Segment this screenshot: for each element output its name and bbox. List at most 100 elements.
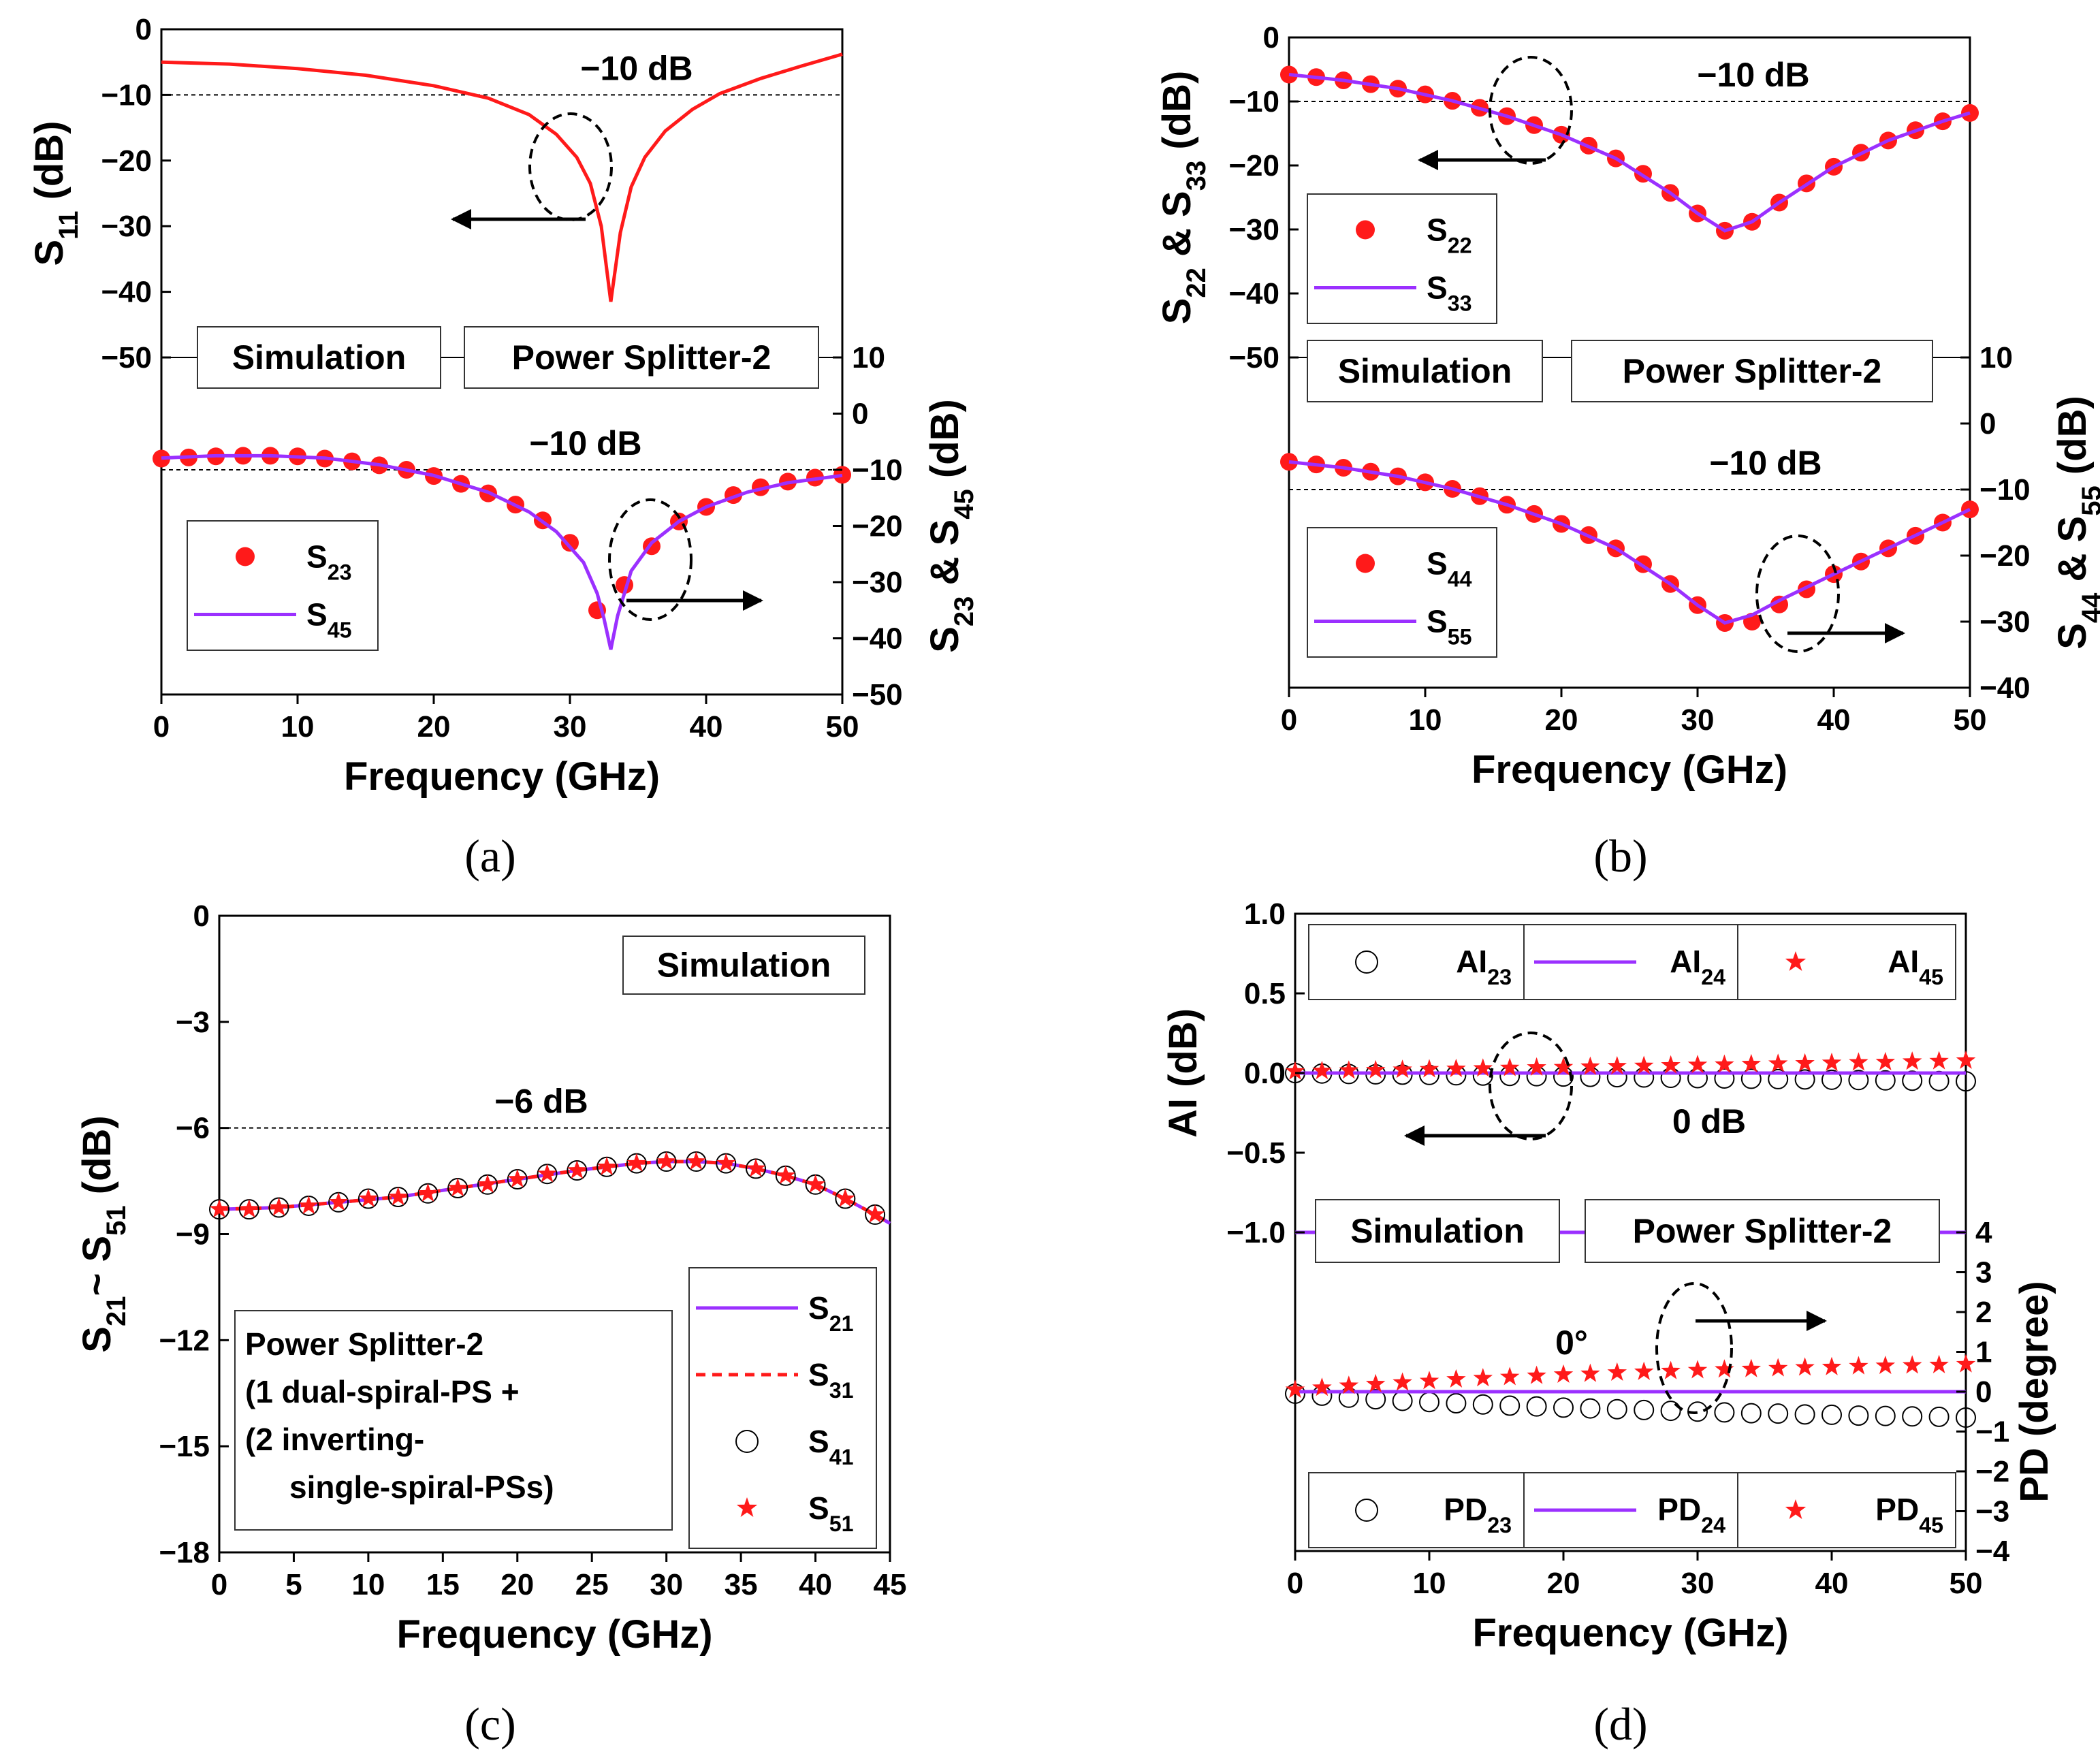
panel-c-x-axis-title: Frequency (GHz): [396, 1612, 712, 1657]
panel-b-top-legend-label: S33: [1427, 270, 1472, 316]
panel-d-top-ai45-point: [1929, 1051, 1949, 1070]
panel-c-x-tick-label: 0: [211, 1568, 227, 1601]
label-main: AI: [1670, 944, 1701, 979]
label-subscript: 44: [1448, 567, 1472, 592]
panel-d-bottom-pd45-point: [1419, 1371, 1439, 1390]
panel-b-bottom-legend-box: [1307, 527, 1497, 658]
panel-d-bottom-pd45-point: [1821, 1356, 1842, 1375]
panel-d-dashed-ellipse: [1489, 1032, 1573, 1140]
panel-b-x-axis-title: Frequency (GHz): [1471, 748, 1787, 792]
label-subscript: 31: [829, 1378, 854, 1403]
panel-b-top-y-tick-label: 0: [1263, 21, 1279, 54]
panel-d-label-power-splitter-text: Power Splitter-2: [1633, 1212, 1892, 1250]
panel-a-x-tick-label: 20: [417, 710, 451, 744]
label-subscript: 24: [1701, 965, 1725, 989]
panel-b-label-power-splitter-text: Power Splitter-2: [1623, 352, 1882, 390]
panel-d-legend-box: [1737, 1472, 1956, 1548]
panel-b-top-legend-box: [1307, 193, 1497, 324]
axis-title-subscript: 11: [54, 211, 84, 240]
panel-b-dashed-ellipse: [1755, 534, 1840, 653]
panel-b-x-tick-label: 0: [1281, 703, 1297, 737]
axis-title-part: S: [2050, 623, 2095, 650]
panel-b-top-ref-label: −10 dB: [1697, 56, 1809, 94]
panel-c-legend-label: S41: [808, 1424, 854, 1469]
panel-d-bottom-pd45-point: [1446, 1369, 1466, 1388]
panel-d-bottom-y-tick-label: −1: [1975, 1416, 2009, 1449]
panel-a-top-y-tick-label: −30: [101, 210, 152, 243]
panel-d-top-y-tick-label: 0.0: [1244, 1057, 1286, 1090]
axis-title-subscript: 23: [949, 596, 979, 627]
panel-a-x-tick-label: 50: [826, 710, 859, 744]
panel-a-bottom-legend-box: [187, 520, 379, 651]
axis-title-part: S: [75, 1326, 119, 1353]
panel-d-bottom-pd45-point: [1499, 1367, 1520, 1386]
panel-b-x-tick-label: 20: [1545, 703, 1578, 737]
label-subscript: 24: [1701, 1513, 1725, 1537]
panel-d-legend-label: PD23: [1444, 1492, 1512, 1537]
axis-title-part: S: [2050, 516, 2095, 543]
panel-b-top-y-tick-label: −20: [1228, 149, 1279, 182]
panel-d-bottom-pd23-point: [1499, 1395, 1521, 1416]
panel-c-x-tick-label: 40: [799, 1568, 832, 1601]
label-main: S: [808, 1424, 829, 1459]
label-subscript: 51: [829, 1512, 854, 1536]
panel-c-y-tick-label: −6: [176, 1112, 210, 1145]
axis-title-part: &: [2050, 542, 2095, 592]
panel-b-bottom-legend-label: S44: [1427, 546, 1472, 592]
panel-d-legend-circle: [1355, 1499, 1378, 1522]
panel-d-top-ai23-point: [1660, 1068, 1681, 1089]
panel-a-x-axis-title: Frequency (GHz): [344, 754, 660, 799]
axis-title-subscript: 55: [2077, 485, 2100, 516]
panel-b-bottom-y-tick-label: 10: [1979, 341, 2013, 374]
panel-c: −6 dB0−3−6−9−12−15−180 5 10 15 20 25 30 35 40 45F…: [75, 899, 906, 1657]
panel-b-top-y-tick-label: −10: [1228, 85, 1279, 118]
panel-b-top-s33-line: [1288, 73, 1971, 233]
label-subscript: 21: [829, 1311, 854, 1336]
panel-d-top-ref-label: 0 dB: [1672, 1102, 1746, 1140]
axis-title-part: S: [75, 1236, 119, 1262]
axis-title-part: (dB): [923, 399, 967, 489]
axis-title-subscript: 33: [1181, 161, 1211, 191]
panel-d-bottom-pd23-point: [1740, 1403, 1762, 1424]
panel-a-x-tick-label: 40: [690, 710, 723, 744]
panel-d-top-ai45-point: [1365, 1059, 1386, 1078]
label-subscript: 23: [328, 560, 352, 585]
panel-d-top-ai45-point: [1312, 1060, 1332, 1080]
panel-d-dashed-ellipse: [1655, 1282, 1733, 1414]
panel-a-top-ref-label: −10 dB: [580, 49, 693, 87]
panel-d-bottom-pd23-point: [1902, 1406, 1923, 1427]
panel-label-a: (a): [464, 830, 515, 882]
panel-a-bottom-y-tick-label: −50: [852, 678, 903, 712]
panel-d-bottom-pd23-point: [1928, 1406, 1950, 1427]
panel-d-x-tick-label: 40: [1815, 1567, 1849, 1600]
panel-a-label-simulation-box: [197, 326, 441, 389]
panel-c-y-tick-label: −15: [159, 1430, 210, 1463]
panel-b-bottom-y-tick-label: −20: [1979, 539, 2031, 573]
panel-d-top-ai23-point: [1768, 1068, 1789, 1089]
panel-a-bottom-s45-line: [161, 453, 843, 650]
panel-a-x-tick-label: 0: [153, 710, 170, 744]
panel-d-bottom-pd45-point: [1715, 1359, 1734, 1378]
axis-title-part: (dB): [2050, 396, 2095, 485]
panel-d-label-power-splitter-box: [1585, 1199, 1940, 1263]
panel-b-x-tick-label: 30: [1681, 703, 1715, 737]
panel-d-top-ai45-point: [1821, 1053, 1842, 1072]
panel-c-legend-label: S51: [808, 1490, 854, 1536]
panel-b-label-power-splitter-box: [1571, 340, 1933, 402]
axis-title-part: AI (dB): [1161, 1008, 1205, 1138]
panel-d-bottom-pd23-point: [1472, 1394, 1493, 1415]
label-main: S: [1427, 270, 1448, 306]
panel-d-bottom-pd23-point: [1794, 1404, 1815, 1425]
panel-a-bottom-y-tick-label: −20: [852, 510, 903, 543]
panel-a-bottom-s23-point: [153, 449, 170, 468]
panel-b-bottom-s44-point: [1280, 453, 1298, 471]
panel-label-d: (d): [1593, 1698, 1647, 1750]
label-subscript: 45: [1919, 1513, 1943, 1537]
panel-c-y-tick-label: 0: [193, 899, 210, 933]
panel-d-legend-label: PD24: [1657, 1492, 1725, 1537]
panel-d-bottom-pd45-point: [1687, 1360, 1708, 1379]
axis-title-part: S: [27, 240, 71, 266]
panel-a-frame: [160, 28, 844, 696]
panel-c-x-tick-label: 30: [650, 1568, 683, 1601]
label-main: AI: [1456, 944, 1487, 979]
